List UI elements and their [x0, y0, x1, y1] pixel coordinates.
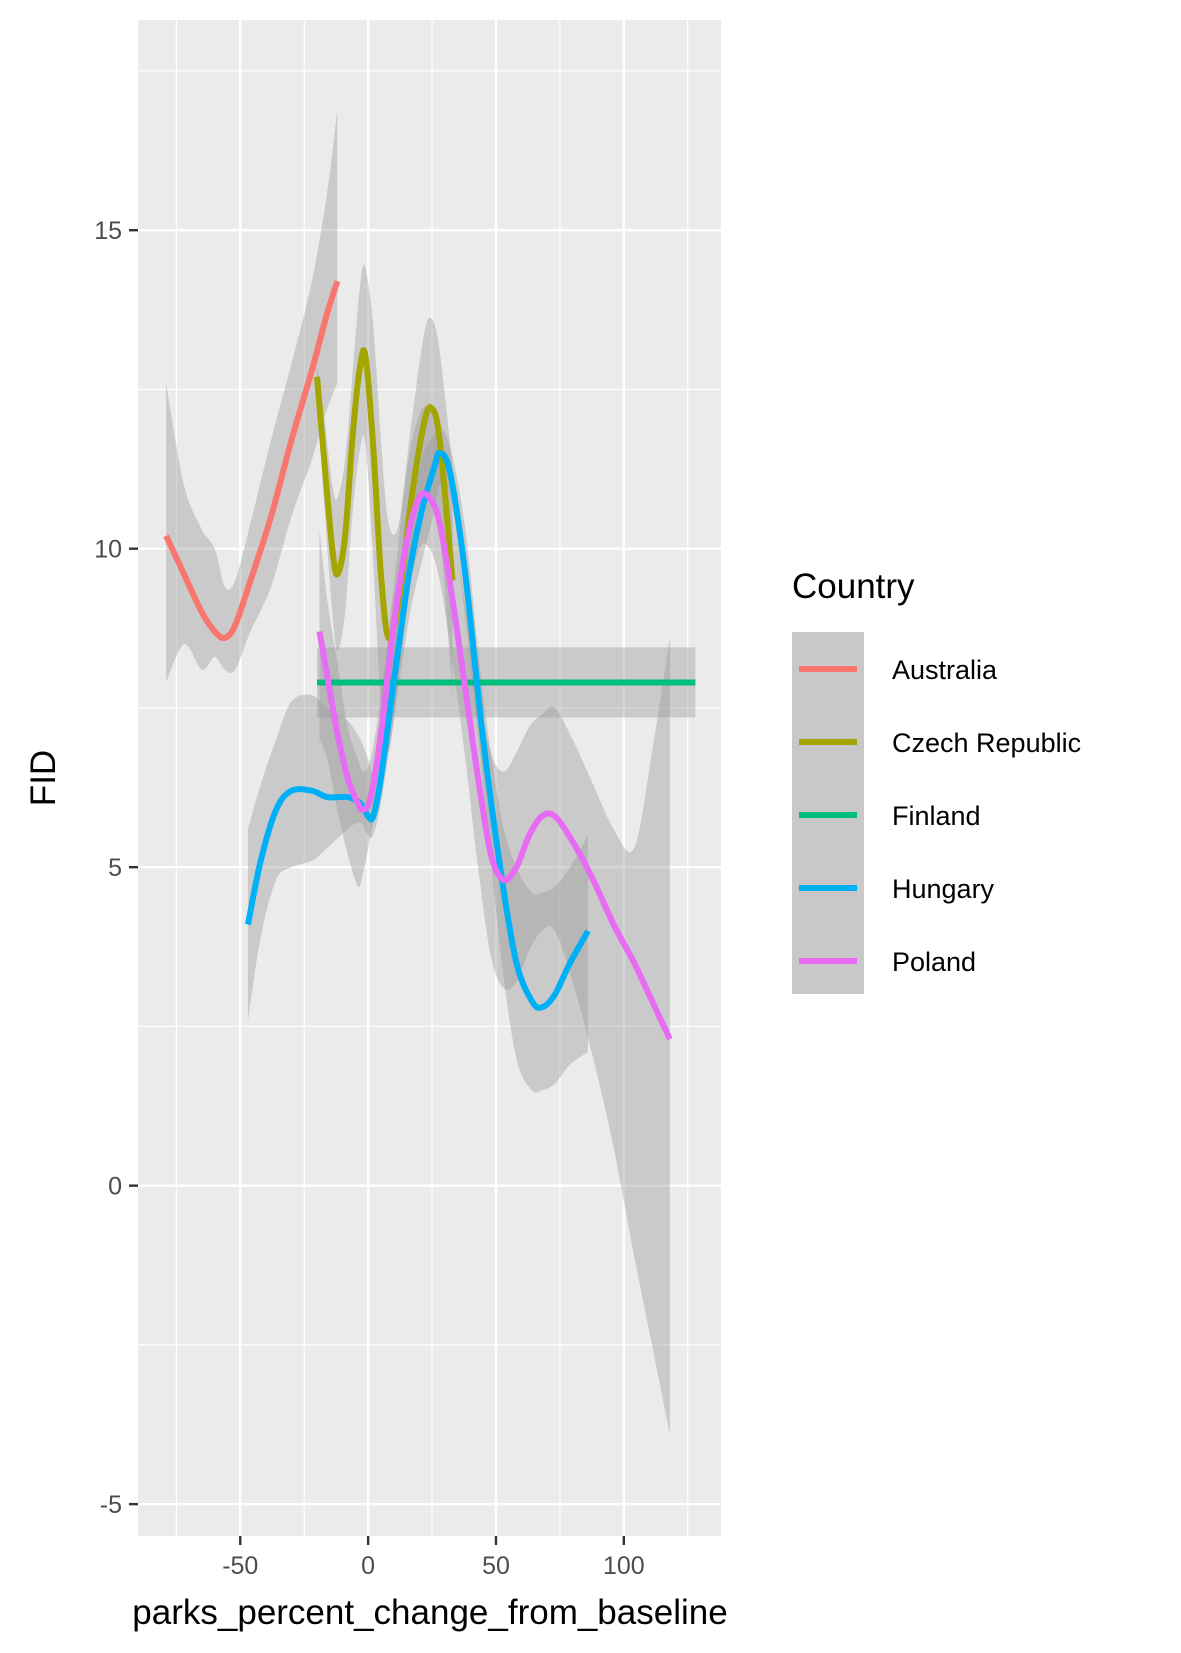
y-tick-label: 15 [94, 217, 122, 245]
y-tick-label: -5 [100, 1491, 122, 1519]
y-tick-label: 10 [94, 536, 122, 564]
x-axis: -50 0 50 100 [222, 1536, 645, 1580]
band-poland [319, 406, 670, 1435]
legend-label-finland: Finland [892, 801, 981, 831]
grid-major [138, 20, 721, 1536]
panel-background [138, 20, 721, 1536]
line-czech-republic [314, 347, 456, 642]
series-lines [163, 280, 696, 1041]
y-tick-label: 0 [108, 1173, 122, 1201]
x-tick-label: 0 [361, 1552, 375, 1580]
x-tick-label: 50 [482, 1552, 510, 1580]
band-hungary [248, 426, 588, 1093]
y-tick-label: 5 [108, 854, 122, 882]
x-tick-label: 100 [603, 1552, 645, 1580]
band-czech-republic [317, 264, 453, 754]
legend-label-poland: Poland [892, 947, 976, 977]
line-australia [163, 280, 341, 642]
grid-minor [138, 20, 721, 1536]
y-axis: -5 0 5 10 15 [94, 217, 138, 1519]
x-tick-label: -50 [222, 1552, 258, 1580]
legend-title: Country [792, 567, 915, 606]
legend-label-czech-republic: Czech Republic [892, 728, 1081, 758]
y-axis-title: FID [24, 750, 63, 806]
legend: Country Australia Czech Republic Finland Hu… [792, 567, 1081, 994]
line-poland [316, 490, 673, 1041]
legend-label-australia: Australia [892, 655, 998, 685]
x-axis-title: parks_percent_change_from_baseline [132, 1593, 727, 1632]
line-hungary [245, 449, 591, 1011]
legend-label-hungary: Hungary [892, 874, 995, 904]
